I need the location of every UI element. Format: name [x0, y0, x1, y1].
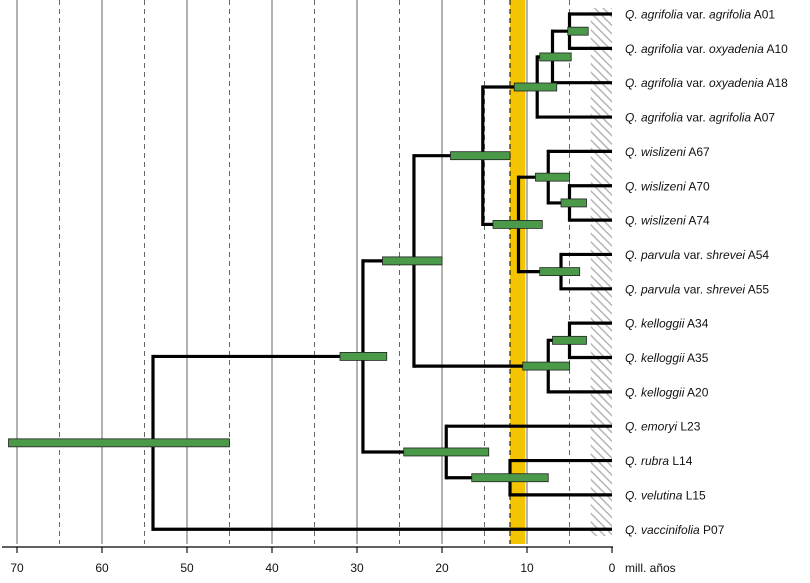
taxon-label-segment: agrifolia	[709, 8, 751, 22]
taxon-label: Q. parvula var. shrevei A54	[625, 248, 769, 262]
taxon-label: Q. emoryi L23	[625, 420, 701, 434]
x-tick-label: 70	[10, 561, 24, 575]
taxon-label: Q. velutina L15	[625, 488, 706, 502]
x-tick-label: 0	[609, 561, 616, 575]
hpd-bar	[552, 335, 587, 345]
taxon-label-segment: var.	[680, 248, 706, 262]
taxon-label: Q. parvula var. shrevei A55	[625, 282, 769, 296]
taxon-label-segment: Q. velutina	[625, 488, 683, 502]
hpd-bar	[450, 151, 511, 161]
x-tick-label: 20	[435, 561, 449, 575]
taxon-label: Q. agrifolia var. agrifolia A07	[625, 111, 775, 125]
taxon-label-segment: Q. wislizeni	[625, 214, 686, 228]
hatched-band	[590, 8, 612, 536]
taxon-label-segment: A54	[745, 248, 769, 262]
grid-layer	[16, 0, 570, 544]
hpd-bar	[8, 438, 230, 448]
taxon-label-segment: P07	[700, 523, 725, 537]
hpd-bar	[560, 198, 587, 208]
taxon-label-segment: A55	[745, 282, 769, 296]
hpd-bar	[339, 352, 388, 361]
taxon-label: Q. wislizeni A70	[625, 179, 710, 193]
taxon-label-segment: Q. kelloggii	[625, 351, 685, 365]
taxon-label-segment: agrifolia	[709, 111, 751, 125]
taxon-label: Q. kelloggii A20	[625, 385, 709, 399]
taxon-label-segment: Q. vaccinifolia	[625, 523, 700, 537]
x-tick-label: 30	[350, 561, 364, 575]
taxon-label: Q. kelloggii A35	[625, 351, 709, 365]
taxon-label-segment: L15	[682, 488, 706, 502]
taxon-label-segment: oxyadenia	[709, 76, 764, 90]
hpd-bar	[539, 52, 572, 62]
taxon-label-segment: var.	[683, 76, 709, 90]
hpd-bar	[403, 447, 490, 457]
hpd-bar	[513, 82, 558, 92]
taxon-label-segment: var.	[683, 111, 709, 125]
taxon-label-segment: Q. agrifolia	[625, 8, 683, 22]
taxon-label: Q. vaccinifolia P07	[625, 523, 725, 537]
taxon-label-segment: Q. parvula	[625, 248, 681, 262]
hpd-bar	[522, 361, 570, 371]
taxon-label-segment: A20	[684, 385, 708, 399]
x-tick-label: 50	[180, 561, 194, 575]
taxon-label-segment: A35	[684, 351, 708, 365]
hpd-bar	[492, 219, 543, 229]
taxon-label-segment: L14	[669, 454, 693, 468]
taxon-label: Q. agrifolia var. oxyadenia A18	[625, 76, 788, 90]
taxon-label-segment: A70	[686, 179, 710, 193]
taxon-label: Q. agrifolia var. agrifolia A01	[625, 8, 775, 22]
taxon-label-segment: A01	[751, 8, 775, 22]
taxon-label-segment: A07	[751, 111, 775, 125]
taxon-label: Q. wislizeni A74	[625, 214, 710, 228]
taxon-label-segment: Q. parvula	[625, 282, 681, 296]
x-axis: 70 60 50 40 30 20 10 0 mill. años	[2, 546, 676, 575]
taxon-label-segment: A67	[686, 145, 710, 159]
taxon-label-segment: Q. agrifolia	[625, 76, 683, 90]
taxon-label-segment: Q. kelloggii	[625, 317, 685, 331]
hpd-bar	[539, 267, 581, 277]
taxon-label-segment: A74	[686, 214, 710, 228]
taxon-label-segment: Q. wislizeni	[625, 145, 686, 159]
x-tick-label: 10	[520, 561, 534, 575]
taxon-label-segment: Q. rubra	[625, 454, 669, 468]
taxon-label: Q. agrifolia var. oxyadenia A10	[625, 42, 788, 56]
hpd-bar	[382, 256, 443, 266]
taxon-label-segment: Q. kelloggii	[625, 385, 685, 399]
taxon-label-segment: shrevei	[706, 248, 745, 262]
taxon-label-segment: A18	[764, 76, 788, 90]
taxon-label: Q. wislizeni A67	[625, 145, 710, 159]
x-tick-label: 60	[95, 561, 109, 575]
hpd-bar	[535, 172, 570, 182]
taxon-label-segment: oxyadenia	[709, 42, 764, 56]
taxon-label-segment: Q. agrifolia	[625, 111, 683, 125]
taxon-label-segment: Q. agrifolia	[625, 42, 683, 56]
hpd-layer	[8, 26, 589, 483]
taxon-label: Q. rubra L14	[625, 454, 693, 468]
taxon-label-segment: var.	[680, 282, 706, 296]
taxon-label-segment: Q. wislizeni	[625, 179, 686, 193]
taxon-label-segment: A34	[684, 317, 708, 331]
taxon-label-segment: var.	[683, 42, 709, 56]
taxon-label-segment: var.	[683, 8, 709, 22]
taxon-label-segment: Q. emoryi	[625, 420, 677, 434]
hpd-bar	[567, 26, 589, 36]
taxon-label: Q. kelloggii A34	[625, 317, 709, 331]
taxon-label-segment: shrevei	[706, 282, 745, 296]
hpd-bar	[471, 473, 549, 483]
taxon-label-segment: L23	[677, 420, 701, 434]
x-axis-label: mill. años	[625, 561, 676, 575]
x-tick-label: 40	[265, 561, 279, 575]
taxon-label-segment: A10	[764, 42, 788, 56]
